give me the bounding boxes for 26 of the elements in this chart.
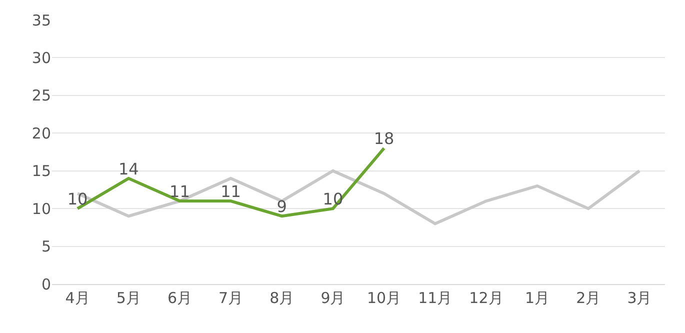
y-tick-label: 25 <box>32 86 51 105</box>
y-tick-label: 35 <box>32 11 51 30</box>
x-tick-label: 9月 <box>320 289 346 307</box>
data-label: 14 <box>118 159 139 178</box>
data-label: 10 <box>67 190 88 209</box>
y-tick-label: 5 <box>41 238 51 256</box>
y-tick-label: 0 <box>41 275 51 294</box>
y-tick-label: 15 <box>32 162 51 180</box>
x-tick-label: 12月 <box>469 289 504 307</box>
y-tick-label: 30 <box>32 48 51 67</box>
x-tick-label: 7月 <box>218 289 244 307</box>
x-tick-label: 8月 <box>270 289 294 307</box>
x-tick-label: 11月 <box>418 289 452 307</box>
x-tick-label: 2月 <box>576 289 601 307</box>
data-label: 9 <box>276 197 287 216</box>
x-tick-label: 1月 <box>525 289 550 307</box>
x-tick-label: 3月 <box>627 289 652 307</box>
x-tick-label: 10月 <box>366 289 402 307</box>
y-tick-label: 20 <box>32 124 51 142</box>
y-tick-label: 10 <box>32 200 51 218</box>
data-label: 11 <box>220 182 241 202</box>
x-tick-label: 5月 <box>116 289 141 307</box>
x-tick-label: 4月 <box>65 289 90 307</box>
data-label: 18 <box>374 129 394 148</box>
x-tick-label: 6月 <box>167 289 192 307</box>
data-label: 11 <box>170 182 190 202</box>
